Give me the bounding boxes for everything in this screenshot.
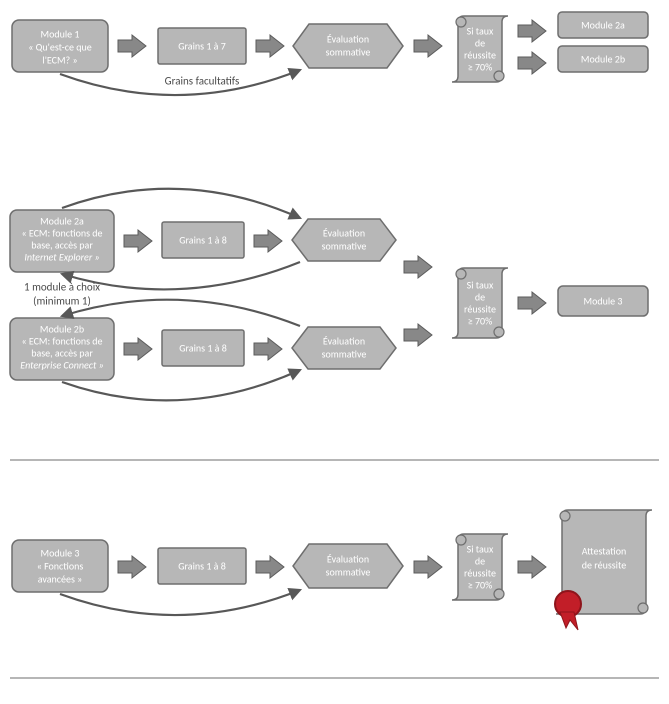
node-label: ≥ 70% bbox=[468, 60, 493, 73]
skip-arrow bbox=[60, 590, 300, 615]
arrow-icon bbox=[414, 35, 442, 57]
caption: (minimum 1) bbox=[33, 295, 91, 308]
node-label: Module 2a bbox=[581, 18, 625, 31]
node-label: ≥ 70% bbox=[468, 578, 493, 591]
arrow-icon bbox=[256, 35, 284, 57]
node-label: sommative bbox=[326, 565, 371, 578]
node-label: sommative bbox=[326, 45, 371, 58]
node-label: Évaluation bbox=[323, 334, 365, 347]
node-label: Évaluation bbox=[327, 552, 369, 565]
arrow-icon bbox=[414, 556, 442, 578]
node-label: ≥ 70% bbox=[468, 314, 493, 327]
node-label: sommative bbox=[322, 239, 367, 252]
node-label: Grains 1 à 8 bbox=[179, 341, 227, 354]
node-label: l'ECM? » bbox=[42, 53, 77, 66]
node-label: Enterprise Connect » bbox=[20, 358, 103, 371]
node-label: Module 3 bbox=[584, 294, 623, 307]
node-label: Grains 1 à 7 bbox=[178, 39, 226, 52]
arrow-icon bbox=[256, 556, 284, 578]
arrow-icon bbox=[254, 338, 282, 360]
node-label: avancées » bbox=[38, 572, 83, 585]
arrow-icon bbox=[518, 292, 546, 314]
node-label: Module 1 bbox=[41, 27, 80, 40]
node-label: Module 2b bbox=[581, 52, 625, 65]
flowchart-canvas: Module 1« Qu'est-ce quel'ECM? » Grains 1 … bbox=[0, 0, 669, 704]
caption: Grains facultatifs bbox=[165, 75, 240, 88]
arrow-icon bbox=[118, 35, 146, 57]
node-label: Évaluation bbox=[323, 226, 365, 239]
arrow-icon bbox=[404, 324, 432, 346]
node-label: « Fonctions bbox=[37, 559, 84, 572]
node-label: Évaluation bbox=[327, 32, 369, 45]
node-label: Attestation bbox=[582, 544, 627, 557]
node-label: de réussite bbox=[582, 558, 626, 571]
node-label: Internet Explorer » bbox=[24, 250, 99, 263]
arrow-icon bbox=[518, 20, 546, 42]
arrow-icon bbox=[404, 256, 432, 278]
arrow-icon bbox=[118, 556, 146, 578]
node-label: Grains 1 à 8 bbox=[178, 559, 226, 572]
node-label: « Qu'est-ce que bbox=[28, 40, 91, 53]
arrow-icon bbox=[254, 230, 282, 252]
arrow-icon bbox=[518, 52, 546, 74]
arrow-icon bbox=[124, 338, 152, 360]
arrow-icon bbox=[518, 556, 546, 578]
node-label: Grains 1 à 8 bbox=[179, 233, 227, 246]
caption: 1 module à choix bbox=[24, 281, 100, 294]
arrow-icon bbox=[124, 230, 152, 252]
node-label: sommative bbox=[322, 347, 367, 360]
node-label: Module 3 bbox=[41, 546, 80, 559]
